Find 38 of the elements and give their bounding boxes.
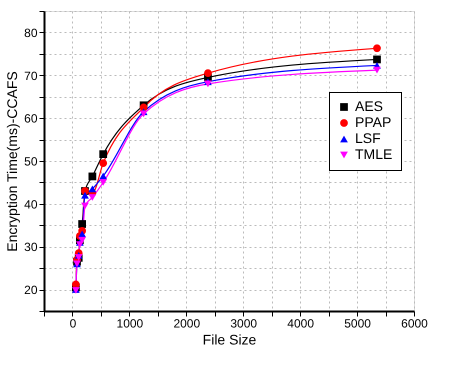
x-tick-label: 1000 [116, 316, 144, 330]
x-axis-title: File Size [202, 332, 257, 348]
point [373, 66, 381, 74]
y-axis-title: Encryption Time(ms)-CCAFS [4, 71, 20, 252]
point [99, 150, 108, 158]
point [99, 172, 108, 180]
y-tick-label: 80 [24, 26, 38, 40]
x-tick-label: 5000 [344, 316, 372, 330]
point [373, 44, 381, 52]
point [88, 194, 96, 201]
y-tick-label: 40 [24, 197, 38, 212]
point [88, 172, 96, 180]
y-tick-label: 60 [24, 112, 38, 126]
y-tick-label: 20 [24, 283, 38, 298]
x-tick-label: 0 [70, 316, 77, 330]
x-tick-label: 2000 [173, 316, 200, 330]
point [78, 220, 86, 228]
legend-label: LSF [355, 130, 381, 146]
point [78, 230, 86, 238]
point [373, 56, 381, 64]
point [88, 186, 96, 192]
point [204, 80, 212, 88]
legend-label: TMLE [355, 146, 392, 162]
point [81, 202, 89, 210]
legend-label: AES [355, 98, 384, 114]
point [99, 159, 108, 168]
legend-label: PPAP [355, 114, 392, 130]
y-tick-label: 30 [24, 240, 38, 254]
x-tick-label: 4000 [287, 316, 314, 330]
point [204, 69, 212, 78]
y-tick-label: 50 [24, 154, 38, 168]
x-tick-label: 6000 [401, 316, 428, 330]
y-tick-label: 70 [24, 68, 38, 83]
point [99, 179, 108, 186]
x-tick-label: 3000 [230, 316, 258, 330]
point [78, 236, 86, 244]
point [140, 110, 148, 118]
point [81, 192, 89, 199]
